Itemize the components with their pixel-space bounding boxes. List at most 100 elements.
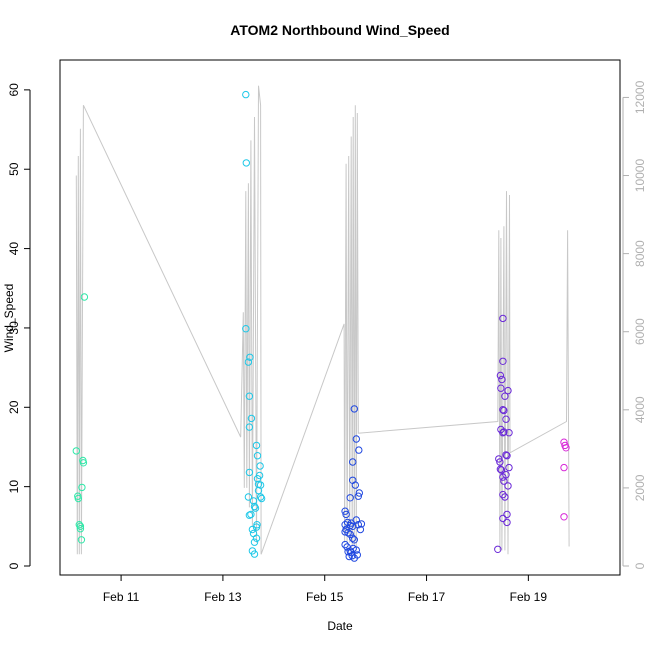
data-point: [497, 384, 505, 392]
y-tick-label: 30: [7, 321, 21, 335]
data-point: [72, 447, 81, 455]
data-point: [499, 406, 507, 414]
data-point: [501, 392, 509, 400]
data-point: [80, 293, 89, 301]
data-point: [245, 392, 254, 400]
data-point: [242, 159, 251, 167]
y-axis-label: Wind_Speed: [2, 284, 16, 353]
data-point: [503, 452, 511, 460]
y-tick-label: 60: [7, 83, 21, 97]
data-point: [252, 534, 261, 542]
data-point: [502, 471, 510, 479]
chart-title: ATOM2 Northbound Wind_Speed: [230, 22, 449, 38]
data-point: [245, 468, 254, 477]
y2-tick-label: 4000: [633, 396, 647, 423]
data-point: [503, 510, 511, 519]
data-point: [354, 492, 362, 500]
x-tick-label: Feb 19: [510, 590, 548, 604]
data-point: [494, 545, 502, 553]
y-tick-label: 40: [7, 242, 21, 256]
x-axis: Feb 11 Feb 13 Feb 15 Feb 17 Feb 19: [103, 575, 548, 604]
y-axis: 0 10 20 30 40 50 60: [7, 83, 31, 569]
data-point: [499, 514, 507, 523]
data-point: [345, 552, 353, 561]
data-point: [247, 414, 256, 423]
data-point: [253, 521, 261, 529]
data-point: [500, 428, 508, 436]
data-point: [242, 325, 250, 333]
x-tick-label: Feb 11: [103, 590, 140, 604]
data-point: [346, 530, 354, 538]
data-point: [341, 507, 349, 515]
data-point: [250, 502, 259, 511]
data-point: [502, 451, 510, 459]
data-point: [249, 529, 258, 538]
data-point: [257, 494, 266, 503]
y2-tick-label: 2000: [633, 474, 647, 501]
data-point: [350, 405, 358, 413]
data-point: [79, 459, 88, 467]
data-point: [78, 483, 86, 492]
y-tick-label: 0: [7, 562, 21, 569]
y2-tick-label: 0: [633, 562, 647, 569]
data-point: [245, 423, 254, 431]
data-point: [352, 435, 360, 443]
y2-tick-label: 10000: [633, 159, 647, 193]
y2-tick-label: 6000: [633, 318, 647, 345]
data-point: [504, 482, 512, 490]
data-point: [503, 518, 511, 527]
data-point: [246, 353, 254, 361]
y2-tick-label: 12000: [633, 80, 647, 114]
data-point: [497, 466, 506, 474]
data-point: [341, 540, 349, 549]
data-point: [505, 429, 513, 437]
data-point: [256, 462, 264, 470]
data-point: [77, 536, 86, 544]
data-point: [349, 534, 357, 542]
data-point: [500, 406, 508, 415]
y-tick-label: 10: [7, 480, 21, 494]
data-point: [499, 314, 507, 323]
data-point: [355, 489, 363, 497]
data-point: [244, 493, 253, 501]
data-point: [74, 494, 83, 503]
data-point: [560, 463, 568, 472]
data-point: [346, 494, 354, 502]
data-point: [348, 552, 356, 560]
data-point: [350, 536, 358, 544]
data-point: [498, 375, 506, 384]
secondary-y-axis: 0 2000 4000 6000 8000 10000 12000: [622, 80, 647, 569]
secondary-line: [75, 85, 570, 555]
data-point: [499, 490, 507, 499]
x-tick-label: Feb 15: [306, 590, 344, 604]
data-point: [256, 493, 265, 501]
data-point: [500, 477, 508, 485]
data-point: [353, 551, 361, 559]
data-point: [356, 525, 365, 534]
data-point: [355, 446, 363, 454]
data-point: [248, 525, 257, 534]
data-point: [349, 458, 357, 466]
data-point: [560, 513, 568, 521]
secondary-line-series: [75, 85, 570, 555]
data-point: [249, 497, 258, 505]
x-axis-label: Date: [327, 619, 353, 633]
x-tick-label: Feb 13: [204, 590, 242, 604]
plot-frame: [59, 59, 621, 576]
data-point: [255, 471, 264, 480]
scatter-series: [72, 90, 570, 562]
data-point: [502, 415, 510, 423]
data-point: [501, 493, 509, 501]
data-point: [352, 546, 360, 554]
y2-tick-label: 8000: [633, 240, 647, 267]
data-point: [344, 529, 352, 537]
data-point: [76, 525, 85, 533]
data-point: [256, 481, 265, 489]
data-point: [76, 522, 85, 530]
data-point: [250, 538, 259, 546]
data-point: [496, 465, 505, 473]
data-point: [245, 511, 254, 519]
data-point: [242, 90, 250, 99]
data-point: [504, 386, 512, 395]
